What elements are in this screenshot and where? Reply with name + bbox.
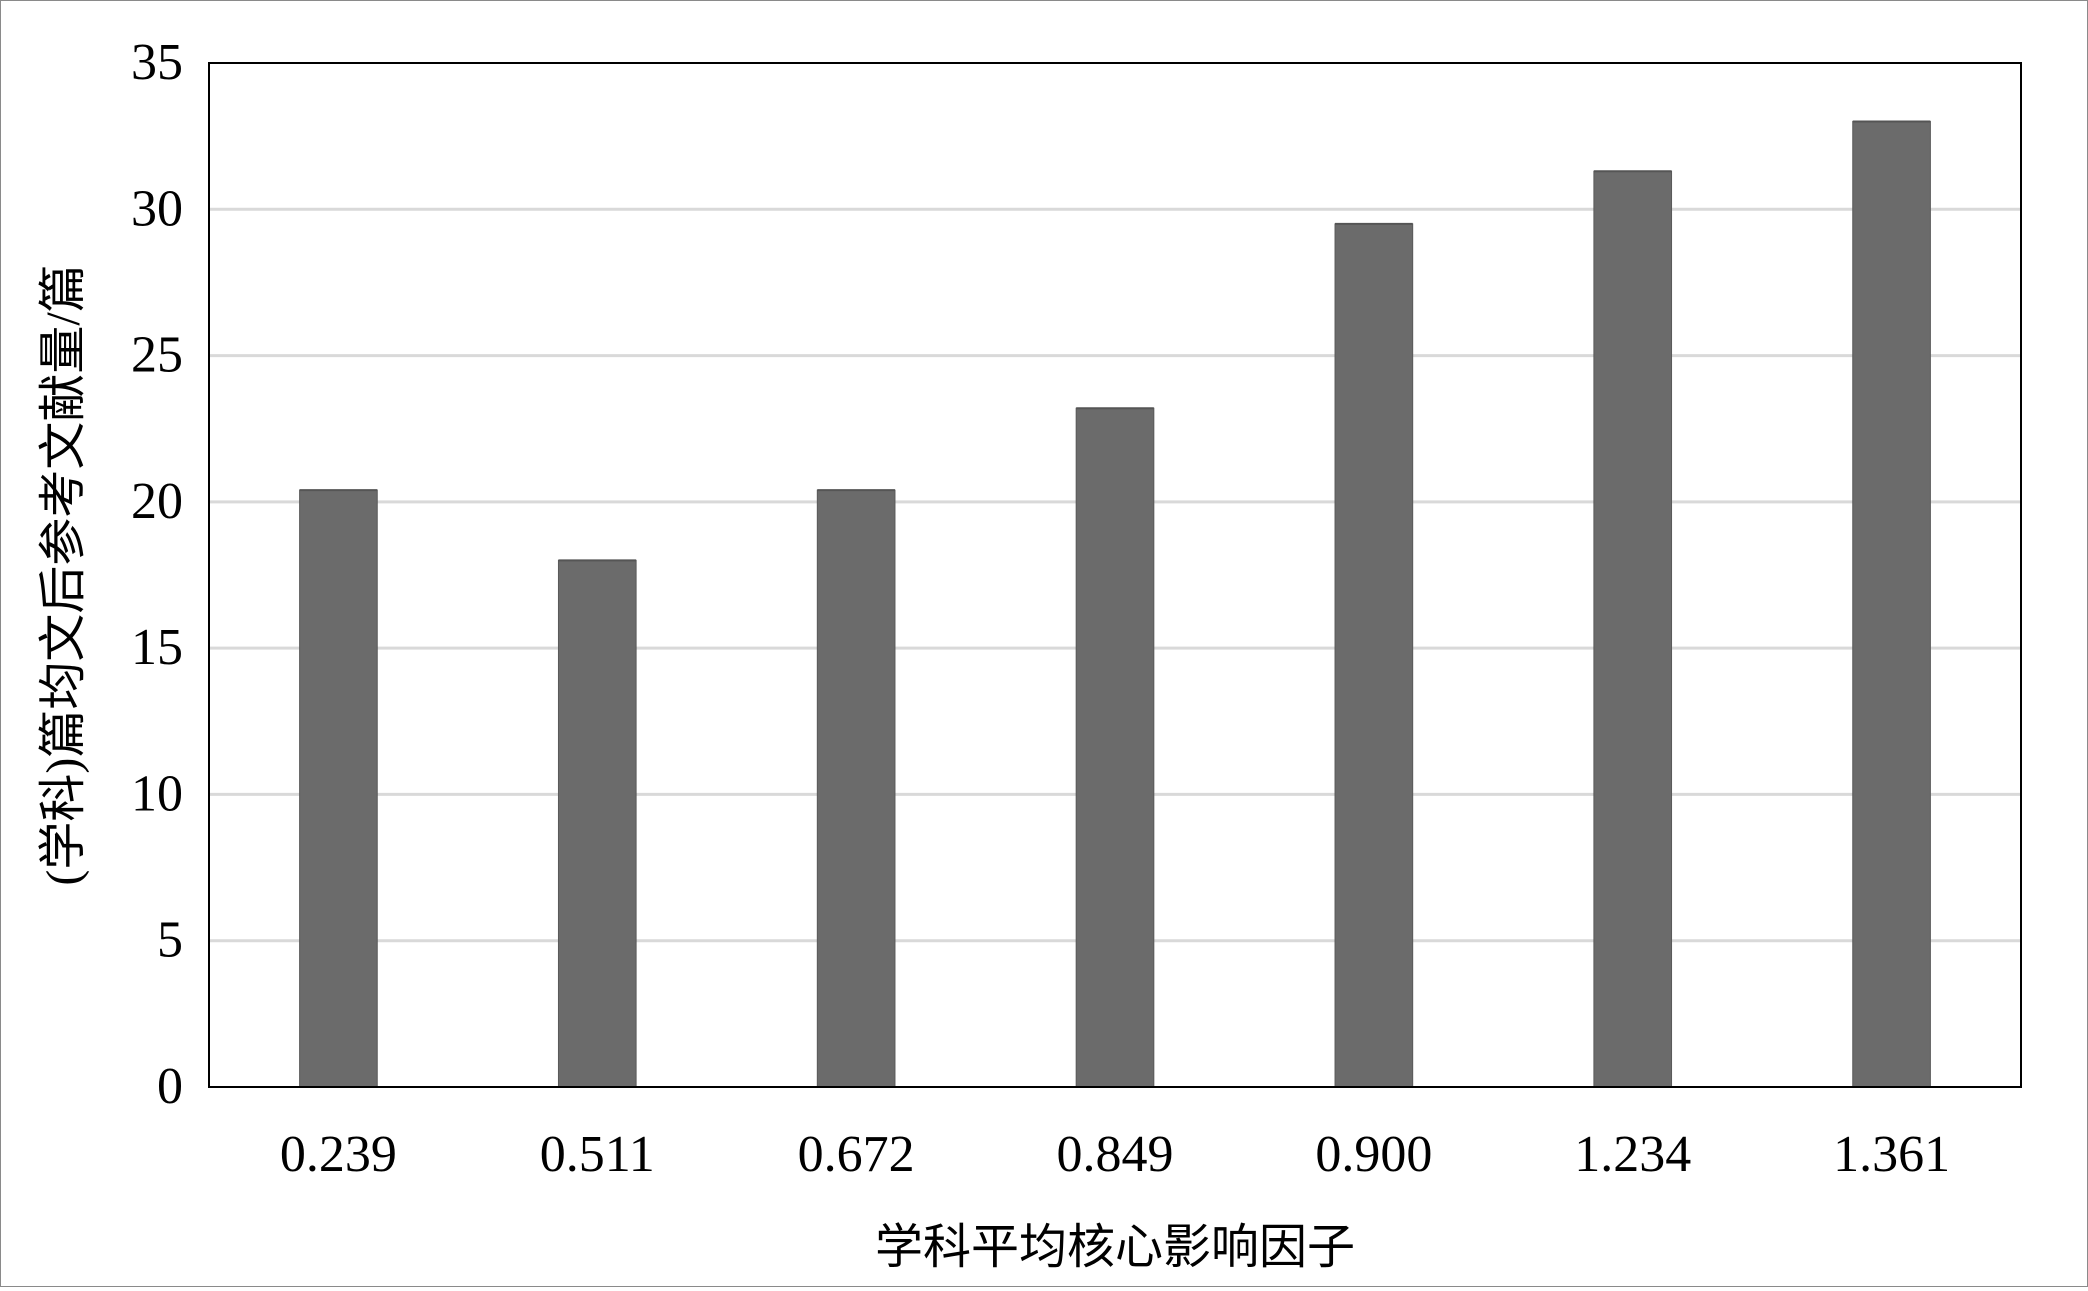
y-axis-label: (学科)篇均文后参考文献量/篇 bbox=[37, 264, 90, 885]
x-tick-label: 0.672 bbox=[798, 1126, 915, 1183]
y-tick-labels: 0 5 10 15 20 25 30 35 bbox=[131, 34, 183, 1115]
bars bbox=[299, 120, 1931, 1088]
bar bbox=[557, 559, 637, 1088]
bar bbox=[1075, 407, 1155, 1088]
x-tick-label: 1.361 bbox=[1833, 1126, 1950, 1183]
y-tick-label: 30 bbox=[131, 180, 183, 237]
y-tick-label: 10 bbox=[131, 765, 183, 822]
x-tick-label: 0.849 bbox=[1057, 1126, 1174, 1183]
y-tick-label: 20 bbox=[131, 473, 183, 530]
bar bbox=[816, 489, 896, 1088]
y-tick-label: 15 bbox=[131, 619, 183, 676]
x-tick-label: 1.234 bbox=[1574, 1126, 1691, 1183]
x-tick-label: 0.511 bbox=[540, 1126, 655, 1183]
bar bbox=[1852, 121, 1931, 1088]
bar bbox=[1334, 223, 1414, 1088]
bar bbox=[1593, 170, 1673, 1088]
axes bbox=[208, 62, 2022, 1088]
x-tick-label: 0.900 bbox=[1315, 1126, 1432, 1183]
y-tick-label: 35 bbox=[131, 34, 183, 91]
y-tick-label: 0 bbox=[157, 1058, 183, 1115]
x-tick-labels: 0.239 0.511 0.672 0.849 0.900 1.234 1.361 bbox=[280, 1126, 1950, 1183]
x-axis-label: 学科平均核心影响因子 bbox=[875, 1221, 1355, 1274]
y-tick-label: 25 bbox=[131, 327, 183, 384]
bar bbox=[299, 489, 378, 1088]
x-tick-label: 0.239 bbox=[280, 1126, 397, 1183]
y-tick-label: 5 bbox=[157, 912, 183, 969]
plot-area-border bbox=[208, 62, 2022, 1088]
